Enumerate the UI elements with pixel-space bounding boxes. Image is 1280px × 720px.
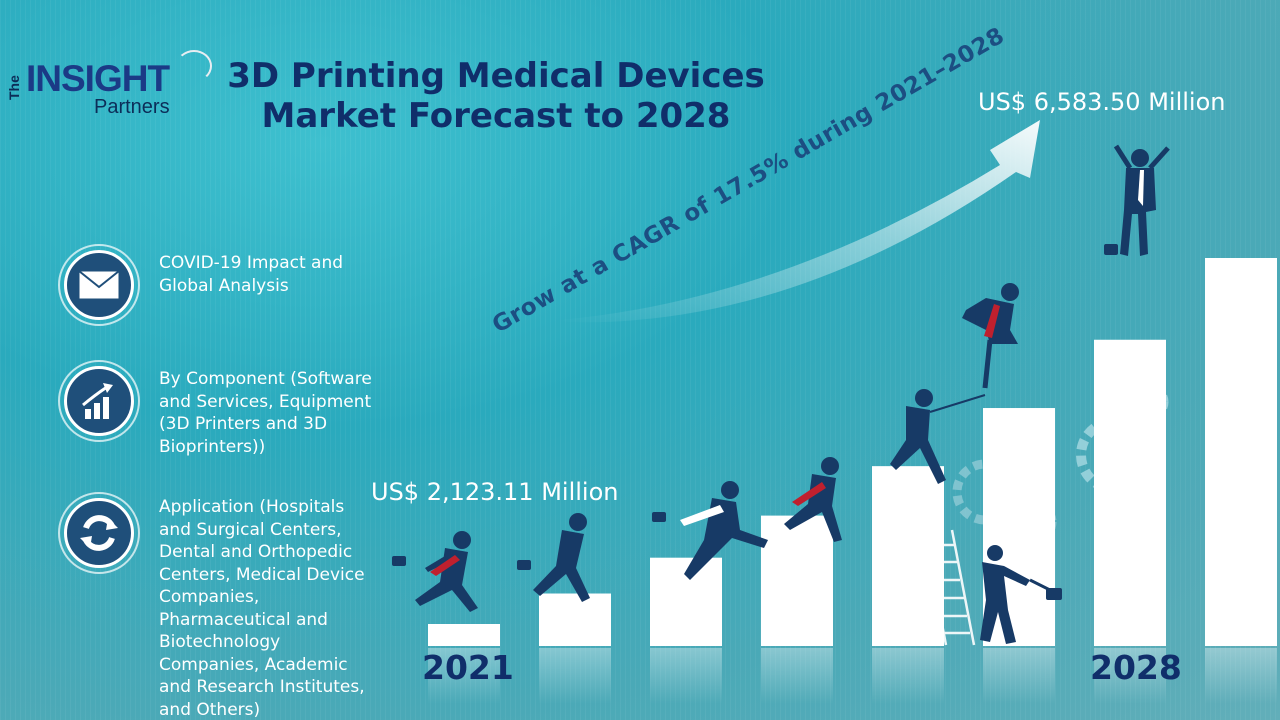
logo-swoosh xyxy=(176,50,212,82)
title-line-1: 3D Printing Medical Devices xyxy=(227,56,765,96)
figure-runner-2 xyxy=(517,513,590,602)
logo-insight: INSIGHT xyxy=(26,58,170,99)
figure-winner xyxy=(1104,144,1170,256)
figure-carrier-case xyxy=(980,545,1062,644)
figure-runner-4 xyxy=(784,457,842,542)
bar-reflection-2021 xyxy=(428,648,500,704)
cycle-arrows-icon xyxy=(64,498,134,568)
bar-reflection-2026 xyxy=(983,648,1055,704)
bar-2025 xyxy=(872,466,944,646)
figure-runner-3 xyxy=(652,481,768,580)
feature-ring xyxy=(58,360,140,442)
x-label-2021: 2021 xyxy=(422,648,514,687)
x-label-2028: 2028 xyxy=(1090,648,1182,687)
bar-reflection-2023 xyxy=(650,648,722,704)
growth-arrow xyxy=(560,120,1040,323)
feature-text: Application (Hospitals and Surgical Cent… xyxy=(159,497,365,720)
bar-reflection-2028 xyxy=(1205,648,1277,704)
bar-2022 xyxy=(539,593,611,646)
bar-2021 xyxy=(428,624,500,646)
bar-2028 xyxy=(1205,258,1277,646)
end-value-label: US$ 6,583.50 Million xyxy=(978,88,1226,116)
logo-partners: Partners xyxy=(94,96,170,118)
start-value-label: US$ 2,123.11 Million xyxy=(371,478,619,506)
bar-reflection-2024 xyxy=(761,648,833,704)
feature-text: By Component (Software and Services, Equ… xyxy=(159,369,372,457)
insight-partners-logo: The INSIGHT Partners xyxy=(6,50,212,122)
figure-climber-top xyxy=(962,283,1019,389)
bar-2027 xyxy=(1094,339,1166,646)
page-title: 3D Printing Medical Devices Market Forec… xyxy=(196,56,796,136)
envelope-icon xyxy=(64,250,134,320)
growth-chart-icon xyxy=(64,366,134,436)
bar-reflection-2027 xyxy=(1094,648,1166,704)
bar-reflection-2025 xyxy=(872,648,944,704)
feature-ring xyxy=(58,492,140,574)
title-line-2: Market Forecast to 2028 xyxy=(261,96,731,136)
feature-text: COVID-19 Impact and Global Analysis xyxy=(159,253,344,296)
feature-ring xyxy=(58,244,140,326)
bar-reflection-2022 xyxy=(539,648,611,704)
ladder xyxy=(922,529,976,646)
figure-runner-1 xyxy=(392,531,478,612)
bar-2024 xyxy=(761,515,833,646)
figure-climber-ladder xyxy=(890,389,986,484)
